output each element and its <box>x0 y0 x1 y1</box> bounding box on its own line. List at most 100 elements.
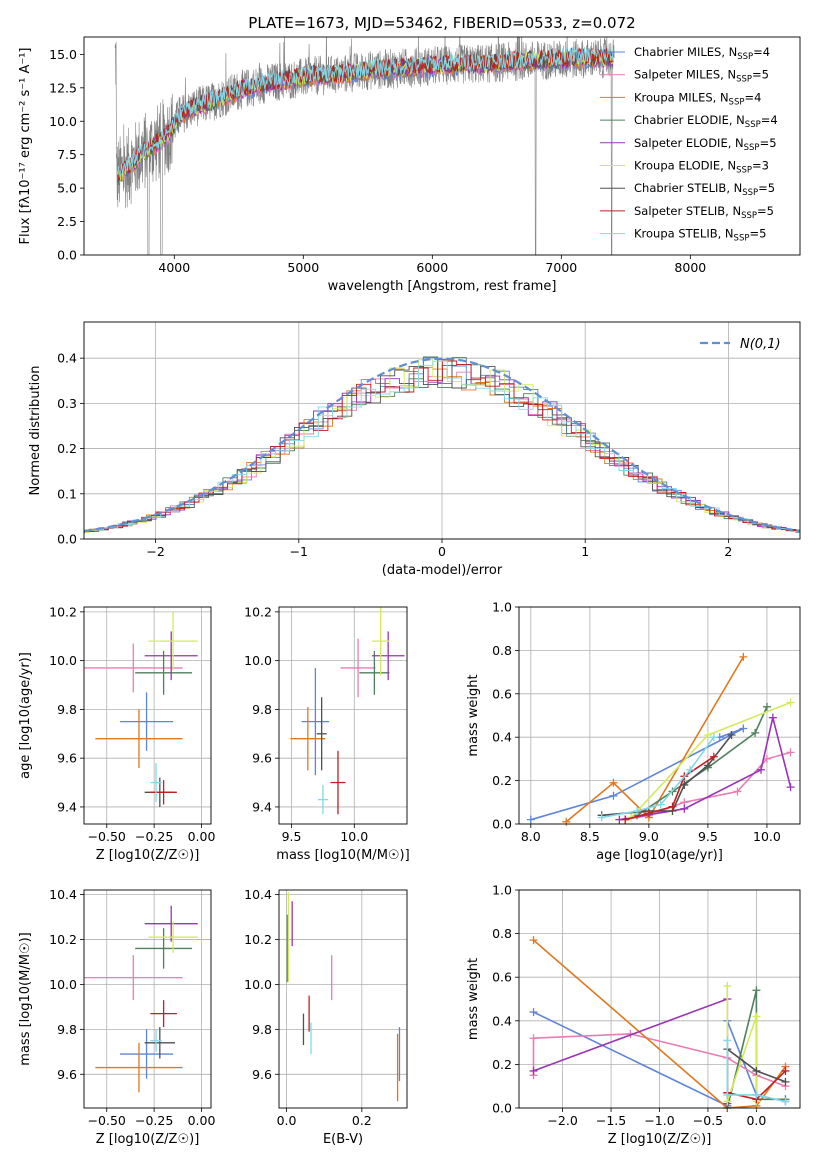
errorbar-point <box>84 643 183 693</box>
mass-weight-marker <box>680 804 689 813</box>
residual-histogram <box>84 366 800 533</box>
y-tick-label: 0.4 <box>492 730 512 745</box>
age_vs_Z-xlabel: Z [log10(Z/Z☉)] <box>96 848 200 863</box>
y-tick-label: 10.0 <box>49 977 77 992</box>
errorbar-point <box>290 706 326 771</box>
y-tick-label: 9.8 <box>57 702 77 717</box>
x-tick-label: −1.0 <box>644 1113 674 1128</box>
x-tick-label: 7000 <box>545 260 577 275</box>
mass-weight-marker <box>633 806 642 815</box>
spectrum-model-line <box>117 46 614 178</box>
mass-weight-marker <box>709 733 718 742</box>
y-tick-label: 0.1 <box>57 486 77 501</box>
errorbar-point <box>120 1029 174 1079</box>
mass_weight_vs_Z-axes: −2.0 −1.5 −1.0 −0.5 0.0 0.0 0.2 0.4 0.6 0.8 1.0 <box>492 883 800 1128</box>
y-tick-label: 0.0 <box>57 248 77 263</box>
mass-weight-line <box>601 736 715 819</box>
errorbar-point <box>144 631 198 681</box>
y-tick-label: 0.0 <box>57 532 77 547</box>
mass-weight-marker <box>786 783 795 792</box>
mass_weight_vs_age-frame <box>518 606 801 825</box>
x-tick-label: −1 <box>290 544 308 559</box>
spectrum-model-line <box>117 48 614 181</box>
errorbar-point <box>120 692 174 751</box>
age_vs_Z-frame <box>83 606 212 825</box>
y-tick-label: 2.5 <box>57 214 77 229</box>
legend-label: Kroupa MILES, NSSP=4 <box>634 90 761 107</box>
y-tick-label: 15.0 <box>49 47 77 62</box>
mass-weight-marker <box>751 728 760 737</box>
mass-weight-marker <box>703 731 712 740</box>
legend-label: Chabrier ELODIE, NSSP=4 <box>634 113 778 130</box>
mass-weight-marker <box>752 1012 761 1021</box>
mass-weight-marker <box>781 1097 790 1106</box>
y-tick-label: 9.4 <box>57 799 77 814</box>
mass-weight-marker <box>752 986 761 995</box>
x-tick-label: 9.5 <box>698 829 718 844</box>
mass-weight-marker <box>686 765 695 774</box>
x-tick-label: 0.0 <box>277 1113 297 1128</box>
errorbar-point <box>135 650 193 695</box>
mass-weight-marker <box>529 936 538 945</box>
mass_weight_vs_age-axes: 8.0 8.5 9.0 9.5 10.0 0.0 0.2 0.4 0.6 0.8 1.0 <box>492 600 800 844</box>
mass_vs_Z-axes: −0.50 −0.25 0.00 9.6 9.8 10.0 10.2 10.4 <box>49 887 215 1128</box>
y-tick-label: 0.2 <box>492 773 512 788</box>
errorbar-point <box>301 667 330 776</box>
y-tick-label: 0.6 <box>492 686 512 701</box>
mass-weight-marker <box>656 800 665 809</box>
age_vs_Z-axes: −0.50 −0.25 0.00 9.4 9.6 9.8 10.0 10.2 <box>49 604 215 844</box>
mass-weight-marker <box>723 981 732 990</box>
errorbar-point <box>150 1000 177 1028</box>
x-tick-label: −1.5 <box>596 1113 626 1128</box>
errorbar-point <box>148 611 198 671</box>
mass_weight_vs_age-xlabel: age [log10(age/yr)] <box>596 848 723 863</box>
legend-label: Salpeter MILES, NSSP=5 <box>634 68 769 85</box>
mass-weight-marker <box>752 1066 761 1075</box>
y-tick-label: 0.8 <box>492 643 512 658</box>
age_vs_mass-xlabel: mass [log10(M/M☉)] <box>276 848 409 863</box>
errorbar-point <box>95 709 183 768</box>
x-tick-label: −0.25 <box>135 829 173 844</box>
y-tick-label: 9.6 <box>57 751 77 766</box>
y-tick-label: 10.2 <box>49 932 77 947</box>
y-tick-label: 9.6 <box>57 1067 77 1082</box>
errorbar-point <box>340 638 376 698</box>
mass-weight-marker <box>529 1066 538 1075</box>
y-tick-label: 0.2 <box>492 1057 512 1072</box>
mass_weight_vs_age-ylabel: mass weight <box>466 674 481 756</box>
mass-weight-marker <box>609 778 618 787</box>
y-tick-label: 5.0 <box>57 181 77 196</box>
x-tick-label: 0.00 <box>188 829 216 844</box>
legend-label: Kroupa STELIB, NSSP=5 <box>634 227 766 244</box>
x-tick-label: 9.0 <box>639 829 659 844</box>
mass_vs_EBV-xlabel: E(B-V) <box>323 1132 363 1147</box>
residuals-frame <box>83 321 801 540</box>
mass-weight-marker <box>781 1077 790 1086</box>
spectrum-frame <box>83 36 801 256</box>
x-tick-label: −0.50 <box>88 829 126 844</box>
y-tick-label: 9.6 <box>252 1067 272 1082</box>
y-tick-label: 9.8 <box>252 702 272 717</box>
errorbar-point <box>148 921 198 953</box>
y-tick-label: 10.0 <box>244 653 272 668</box>
mass-weight-line <box>726 1040 786 1103</box>
mass-weight-marker <box>786 748 795 757</box>
y-tick-label: 9.4 <box>252 799 272 814</box>
mass-weight-marker <box>762 702 771 711</box>
legend-label: Kroupa ELODIE, NSSP=3 <box>634 159 769 176</box>
x-tick-label: 6000 <box>416 260 448 275</box>
y-tick-label: 9.8 <box>252 1022 272 1037</box>
y-tick-label: 7.5 <box>57 147 77 162</box>
x-tick-label: −2.0 <box>547 1113 577 1128</box>
mass-weight-marker <box>739 724 748 733</box>
y-tick-label: 0.6 <box>492 970 512 985</box>
mass_vs_Z-xlabel: Z [log10(Z/Z☉)] <box>96 1132 200 1147</box>
y-tick-label: 10.4 <box>49 887 77 902</box>
x-tick-label: 0.0 <box>746 1113 766 1128</box>
x-tick-label: 1 <box>581 544 589 559</box>
mass_weight_vs_Z-frame <box>518 889 801 1109</box>
mass-weight-marker <box>529 1034 538 1043</box>
age_vs_mass-frame <box>278 606 408 825</box>
errorbar-point <box>84 955 183 1001</box>
mass-weight-marker <box>644 809 653 818</box>
